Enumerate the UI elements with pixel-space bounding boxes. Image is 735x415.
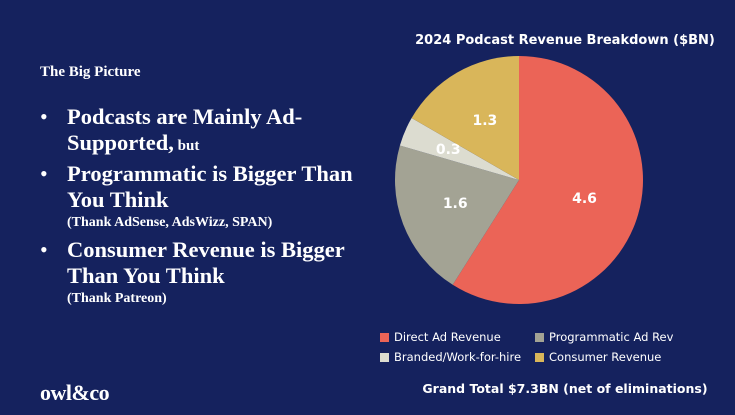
bullet-small-text: but [173,138,200,154]
legend-item-consumer: Consumer Revenue [535,350,661,364]
legend-label: Consumer Revenue [549,350,662,364]
pie-label-consumer: 1.3 [472,113,497,129]
bullet-list: • Podcasts are Mainly Ad-Supported, but … [40,104,370,313]
legend-swatch [380,352,389,362]
bullet-item: • Programmatic is Bigger Than You Think … [40,161,370,232]
legend-label: Programmatic Ad Rev [549,330,674,344]
legend-item-direct-ad: Direct Ad Revenue [380,330,535,344]
legend-label: Branded/Work-for-hire [394,350,522,364]
legend-label: Direct Ad Revenue [394,330,501,344]
bullet-item: • Consumer Revenue is Bigger Than You Th… [40,237,370,308]
bullet-marker: • [40,161,48,186]
owlco-logo: owl&co [40,380,110,405]
legend-swatch [380,332,389,342]
bullet-sub-text: (Thank AdSense, AdsWizz, SPAN) [67,215,273,230]
bullet-marker: • [40,104,48,129]
legend-item-programmatic: Programmatic Ad Rev [535,330,673,344]
pie-label-branded: 0.3 [436,142,461,158]
pie-label-direct-ad: 4.6 [572,191,597,207]
pie-slice-consumer [411,56,519,180]
bullet-marker: • [40,237,48,262]
chart-title: 2024 Podcast Revenue Breakdown ($BN) [415,33,715,48]
legend-item-branded: Branded/Work-for-hire [380,350,535,364]
pie-label-programmatic: 1.6 [443,196,468,212]
bullet-item: • Podcasts are Mainly Ad-Supported, but [40,104,370,156]
pie-slice-programmatic [395,145,519,285]
chart-legend: Direct Ad Revenue Programmatic Ad Rev Br… [380,327,710,367]
pie-slice-direct-ad [452,56,644,305]
grand-total: Grand Total $7.3BN (net of eliminations) [422,381,708,396]
section-title: The Big Picture [40,64,141,80]
bullet-main-text: Podcasts are Mainly Ad-Supported, [67,104,303,155]
bullet-main-text: Programmatic is Bigger Than You Think [67,161,353,212]
legend-swatch [535,332,544,342]
bullet-main-text: Consumer Revenue is Bigger Than You Thin… [67,237,345,288]
bullet-sub-text: (Thank Patreon) [67,291,167,306]
legend-swatch [535,352,544,362]
pie-slice-branded [399,118,519,180]
